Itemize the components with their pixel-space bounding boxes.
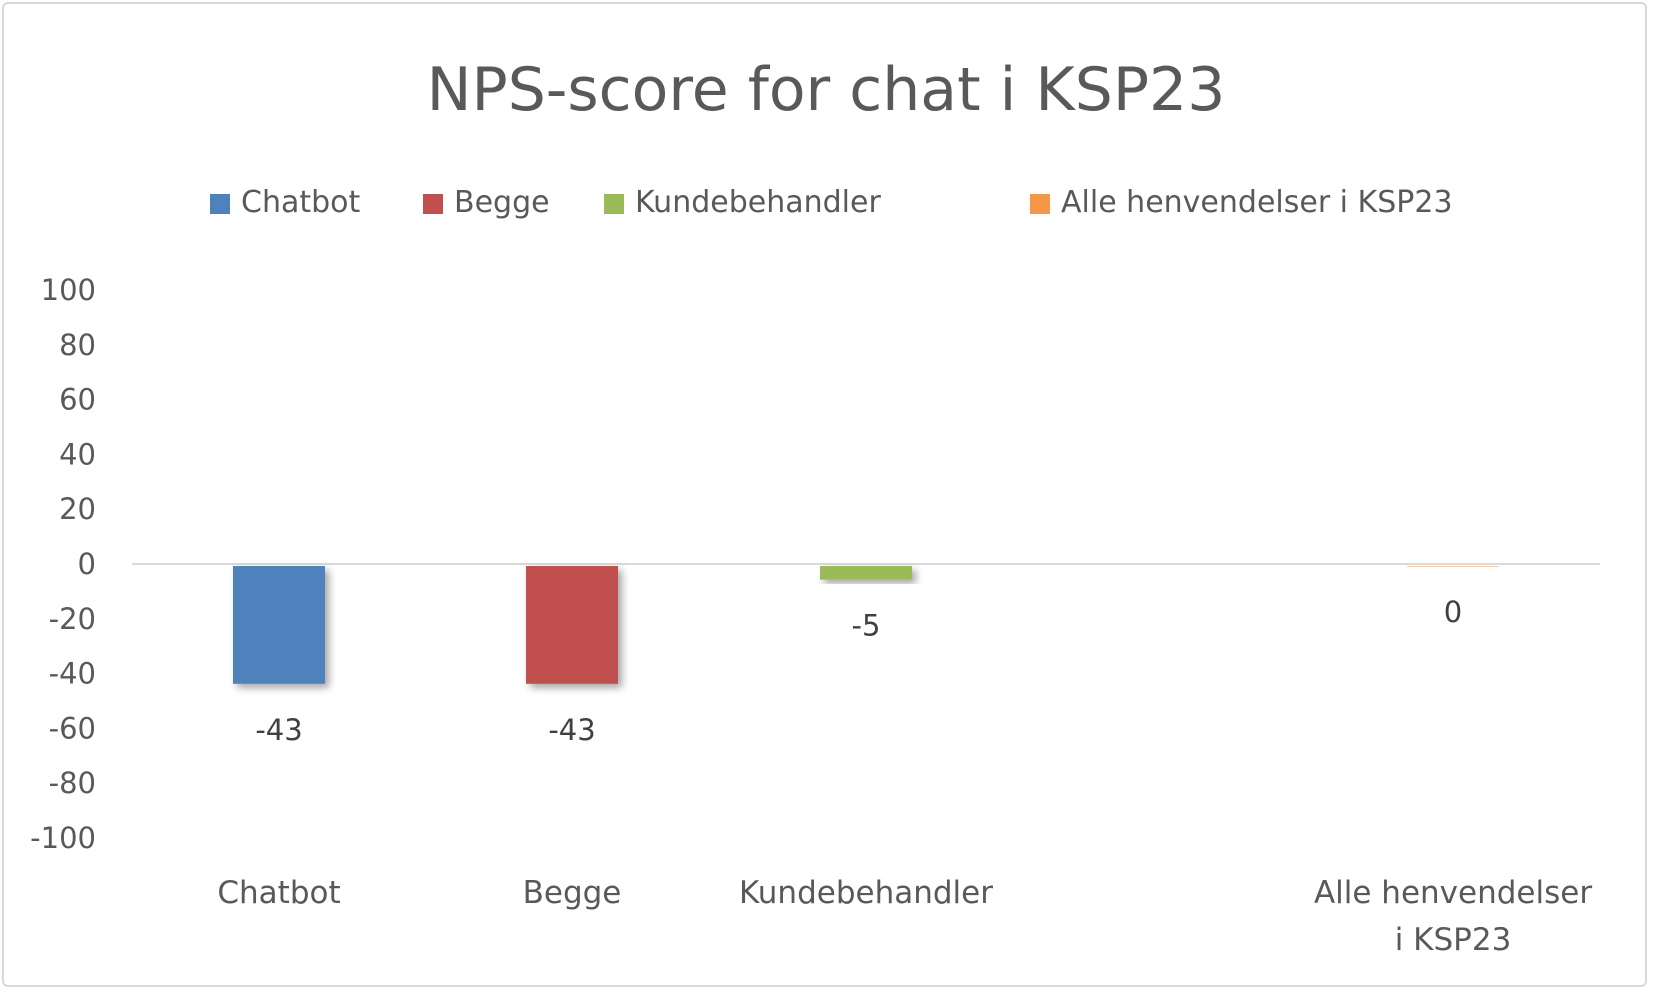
data-label-3: 0 — [1444, 595, 1462, 629]
x-category-label-3-1: i KSP23 — [1395, 922, 1512, 958]
bars — [233, 566, 1499, 684]
x-category-label-0-0: Chatbot — [217, 875, 340, 911]
y-axis: 100 80 60 40 20 0 -20 -40 -60 -80 -100 — [30, 273, 96, 855]
legend-swatch-2 — [604, 194, 624, 214]
y-tick-label-2: 60 — [59, 383, 96, 417]
chart-title: NPS-score for chat i KSP23 — [427, 55, 1226, 125]
y-tick-label-6: -20 — [49, 602, 96, 636]
y-tick-label-10: -100 — [30, 821, 96, 855]
y-tick-label-0: 100 — [41, 273, 96, 307]
y-tick-label-3: 40 — [59, 437, 96, 471]
legend-label-3: Alle henvendelser i KSP23 — [1061, 185, 1453, 220]
y-tick-label-4: 20 — [59, 492, 96, 526]
legend-swatch-3 — [1030, 194, 1050, 214]
data-label-0: -43 — [255, 713, 302, 747]
bar-0 — [233, 566, 325, 684]
x-category-label-2-0: Kundebehandler — [739, 875, 993, 911]
x-category-label-1-0: Begge — [523, 875, 622, 911]
data-labels: -43 -43 -5 0 — [255, 595, 1462, 747]
y-tick-label-1: 80 — [59, 328, 96, 362]
x-axis: Chatbot Begge Kundebehandler Alle henvendel… — [217, 875, 1592, 958]
x-category-label-3-0: Alle henvendelser — [1314, 875, 1592, 911]
y-tick-label-7: -40 — [49, 657, 96, 691]
bar-3 — [1407, 566, 1499, 567]
legend-label-1: Begge — [454, 185, 550, 220]
y-tick-label-8: -60 — [49, 711, 96, 745]
y-tick-label-9: -80 — [49, 766, 96, 800]
legend-label-0: Chatbot — [241, 185, 361, 220]
legend-swatch-1 — [423, 194, 443, 214]
y-tick-label-5: 0 — [78, 547, 96, 581]
legend-swatch-0 — [210, 194, 230, 214]
data-label-2: -5 — [852, 609, 881, 643]
data-label-1: -43 — [548, 713, 595, 747]
bar-2 — [820, 566, 912, 580]
legend-label-2: Kundebehandler — [635, 185, 881, 220]
bar-1 — [526, 566, 618, 684]
legend: Chatbot Begge Kundebehandler Alle henvendel… — [210, 185, 1453, 220]
